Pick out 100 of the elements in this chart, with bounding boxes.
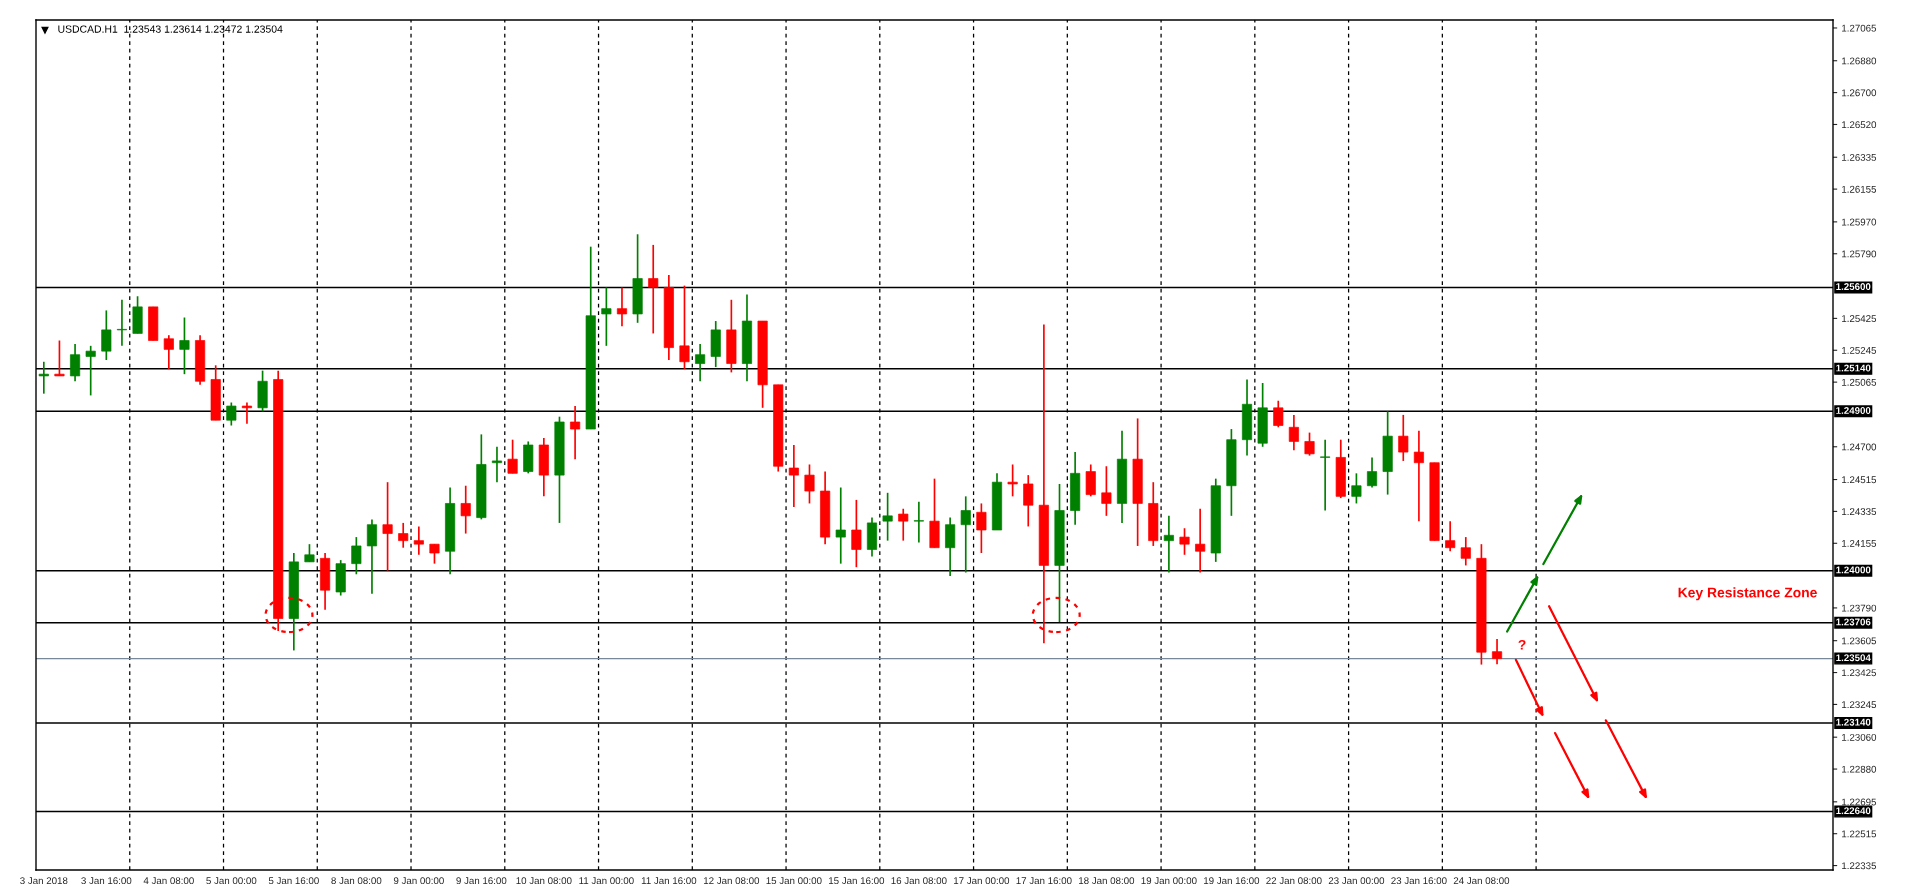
candlestick xyxy=(1492,638,1503,666)
x-tick-label: 22 Jan 08:00 xyxy=(1266,877,1322,885)
candlestick xyxy=(913,500,924,544)
candlestick xyxy=(945,516,956,577)
y-tick-label: 1.23060 xyxy=(1842,733,1877,741)
y-tick-label: 1.22880 xyxy=(1842,765,1877,773)
candlestick xyxy=(1366,456,1378,489)
y-tick-label: 1.22335 xyxy=(1842,862,1877,870)
candlestick xyxy=(1304,431,1315,457)
candlestick xyxy=(960,495,971,574)
candlestick xyxy=(1195,507,1206,574)
candlestick xyxy=(398,522,409,549)
ref-line-label: 1.23504 xyxy=(1836,654,1871,662)
candlestick xyxy=(1085,463,1096,498)
candlestick xyxy=(54,339,65,377)
x-tick-label: 17 Jan 00:00 xyxy=(954,877,1010,885)
x-tick-label: 10 Jan 08:00 xyxy=(516,877,572,885)
y-tick-label: 1.23425 xyxy=(1842,669,1877,677)
x-tick-label: 23 Jan 00:00 xyxy=(1328,877,1385,885)
x-tick-label: 3 Jan 16:00 xyxy=(81,877,132,885)
candlestick xyxy=(1351,472,1362,505)
candlestick xyxy=(101,309,112,361)
candlestick xyxy=(898,507,909,542)
candlestick xyxy=(570,405,581,461)
x-tick-label: 5 Jan 16:00 xyxy=(268,877,319,885)
ref-line-label: 1.25140 xyxy=(1836,364,1871,372)
x-tick-label: 15 Jan 00:00 xyxy=(766,877,822,885)
y-tick-label: 1.23790 xyxy=(1842,604,1877,612)
candlestick xyxy=(695,343,706,383)
x-tick-label: 3 Jan 2018 xyxy=(20,877,68,885)
ref-line-label: 1.22640 xyxy=(1836,807,1871,815)
y-tick-label: 1.22695 xyxy=(1842,798,1877,806)
candlestick xyxy=(179,316,190,376)
ref-line-label: 1.23140 xyxy=(1836,718,1871,726)
candlestick xyxy=(460,484,471,535)
y-tick-label: 1.23245 xyxy=(1842,701,1877,709)
ref-line-label: 1.24900 xyxy=(1836,407,1871,414)
candlestick xyxy=(507,438,518,475)
y-tick-label: 1.25245 xyxy=(1842,346,1877,354)
candlestick xyxy=(1273,399,1284,429)
candlestick xyxy=(1413,429,1424,522)
candlestick xyxy=(429,543,440,565)
candlestick xyxy=(835,486,846,565)
annotation: Key Resistance Zone xyxy=(1678,587,1817,601)
y-tick-label: 1.23605 xyxy=(1842,637,1877,645)
candlestick xyxy=(788,444,799,508)
y-tick-label: 1.26335 xyxy=(1842,153,1877,161)
candlestick xyxy=(382,481,393,572)
x-tick-label: 4 Jan 08:00 xyxy=(143,877,194,885)
candlestick xyxy=(1320,438,1331,512)
candlestick xyxy=(366,518,377,595)
x-tick-label: 16 Jan 08:00 xyxy=(891,877,947,885)
x-tick-label: 9 Jan 16:00 xyxy=(456,877,507,885)
candlestick xyxy=(351,536,362,576)
ref-line-label: 1.24000 xyxy=(1836,566,1871,574)
candlestick xyxy=(1163,514,1174,574)
candlestick xyxy=(85,344,96,397)
ref-line-label: 1.23706 xyxy=(1836,618,1871,626)
candlestick xyxy=(116,298,127,347)
x-tick-label: 19 Jan 16:00 xyxy=(1204,877,1260,885)
x-tick-label: 8 Jan 08:00 xyxy=(331,877,382,885)
candlestick xyxy=(163,334,174,370)
candlestick xyxy=(226,401,237,427)
y-tick-label: 1.25970 xyxy=(1842,218,1877,226)
candlestick xyxy=(679,284,690,370)
candlestick xyxy=(1288,414,1299,452)
y-tick-label: 1.25065 xyxy=(1842,378,1877,386)
annotation: ? xyxy=(1518,639,1526,650)
x-tick-label: 9 Jan 00:00 xyxy=(393,877,444,885)
candlestick xyxy=(1445,520,1456,553)
x-tick-label: 11 Jan 16:00 xyxy=(641,877,697,885)
y-tick-label: 1.25790 xyxy=(1842,250,1877,258)
y-tick-label: 1.26880 xyxy=(1842,57,1877,65)
candlestick xyxy=(413,525,424,556)
candlestick xyxy=(70,343,81,383)
y-tick-label: 1.26700 xyxy=(1842,89,1877,97)
candlestick xyxy=(38,360,49,395)
candlestick xyxy=(491,445,503,484)
candlestick xyxy=(601,286,612,347)
candlestick xyxy=(1398,414,1409,462)
x-tick-label: 15 Jan 16:00 xyxy=(829,877,885,885)
candlestick xyxy=(1460,536,1471,567)
y-tick-label: 1.26520 xyxy=(1842,121,1877,129)
x-tick-label: 19 Jan 00:00 xyxy=(1141,877,1197,885)
candlestick xyxy=(1023,474,1034,528)
y-tick-label: 1.24700 xyxy=(1842,443,1877,451)
y-tick-label: 1.22515 xyxy=(1842,830,1877,838)
x-tick-label: 17 Jan 16:00 xyxy=(1016,877,1072,885)
y-tick-label: 1.26155 xyxy=(1842,185,1877,193)
x-tick-label: 5 Jan 00:00 xyxy=(206,877,257,885)
y-tick-label: 1.24515 xyxy=(1842,476,1877,484)
x-tick-label: 24 Jan 08:00 xyxy=(1453,877,1510,885)
candlestick xyxy=(851,499,862,569)
candlestick xyxy=(648,244,659,335)
candlestick xyxy=(616,286,628,328)
candlestick xyxy=(882,491,893,542)
y-tick-label: 1.24335 xyxy=(1842,508,1877,516)
x-tick-label: 11 Jan 00:00 xyxy=(579,877,634,885)
y-tick-label: 1.24155 xyxy=(1842,540,1877,547)
ref-line-label: 1.25600 xyxy=(1836,283,1871,291)
